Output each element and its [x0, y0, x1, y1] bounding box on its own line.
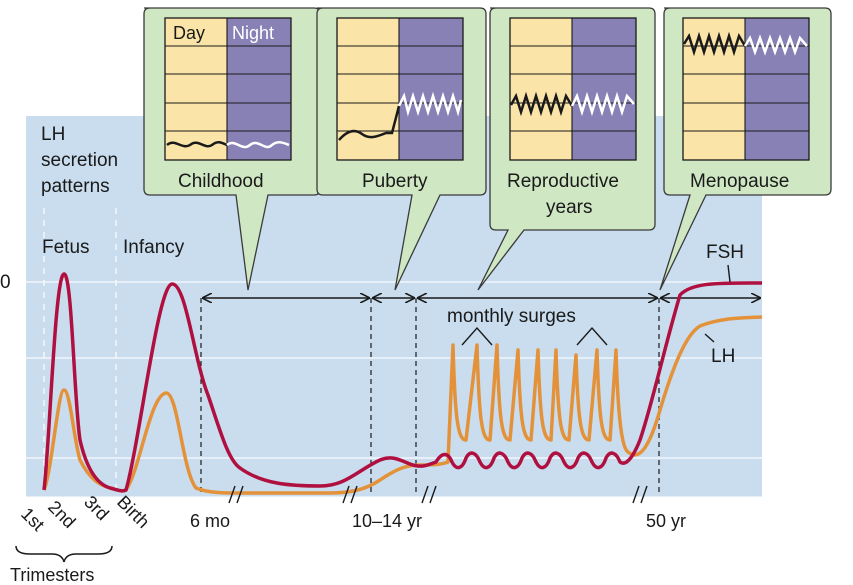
x-tick-50yr: 50 yr [646, 511, 686, 531]
inset-childhood-night-trace [226, 141, 290, 149]
inset-puberty-day-panel [337, 18, 399, 160]
monthly-surges-pointers [461, 326, 608, 346]
fsh-label-pointer [727, 264, 731, 283]
axis-break-marks [228, 485, 648, 504]
fsh-series-label: FSH [706, 242, 744, 263]
inset-menopause: Menopause [659, 7, 832, 291]
panel-title-line-2: secretion [41, 150, 118, 171]
inset-puberty-night-panel [399, 18, 463, 160]
stage-label-fetus: Fetus [42, 237, 90, 258]
inset-menopause-label: Menopause [690, 171, 789, 192]
panel-title-line-1: LH [41, 124, 65, 145]
inset-puberty-night-trace [397, 91, 463, 117]
panel-title-line-3: patterns [41, 176, 110, 197]
inset-reproductive-years: Reproductive years [477, 7, 656, 291]
lh-series-label: LH [711, 346, 735, 367]
inset-reproductive-night-trace [570, 91, 635, 117]
inset-puberty: Puberty [316, 7, 487, 291]
x-tick-3rd: 3rd [80, 492, 113, 525]
trimesters-label: Trimesters [10, 565, 94, 585]
stage-label-infancy: Infancy [123, 237, 185, 258]
inset-childhood: Day Night Childhood [143, 7, 321, 291]
x-tick-birth: Birth [113, 492, 153, 532]
inset-menopause-night-trace [743, 34, 808, 56]
x-tick-2nd: 2nd [44, 497, 79, 532]
monthly-surges-label: monthly surges [447, 306, 576, 327]
inset-puberty-label: Puberty [362, 171, 428, 192]
inset-reproductive-night-panel [572, 18, 636, 160]
inset-puberty-day-trace [338, 105, 401, 141]
x-tick-1st: 1st [17, 504, 48, 535]
inset-menopause-day-panel [683, 18, 745, 160]
inset-reproductive-label-2: years [546, 197, 592, 218]
inset-day-label: Day [173, 23, 205, 43]
inset-night-label: Night [232, 23, 274, 43]
inset-reproductive-day-trace [509, 91, 574, 117]
fsh-curve [42, 272, 763, 493]
inset-childhood-label: Childhood [178, 171, 264, 192]
x-tick-10-14yr: 10–14 yr [352, 511, 422, 531]
inset-reproductive-label-1: Reproductive [507, 171, 619, 192]
inset-childhood-day-panel [165, 18, 227, 160]
y-axis-label: 0 [0, 272, 11, 293]
trimesters-brace [15, 545, 113, 563]
inset-childhood-day-trace [166, 141, 228, 148]
inset-childhood-night-panel [227, 18, 291, 160]
inset-reproductive-day-panel [510, 18, 572, 160]
inset-menopause-day-trace [682, 31, 747, 57]
x-tick-6mo: 6 mo [190, 511, 230, 531]
lh-label-pointer [704, 333, 715, 343]
